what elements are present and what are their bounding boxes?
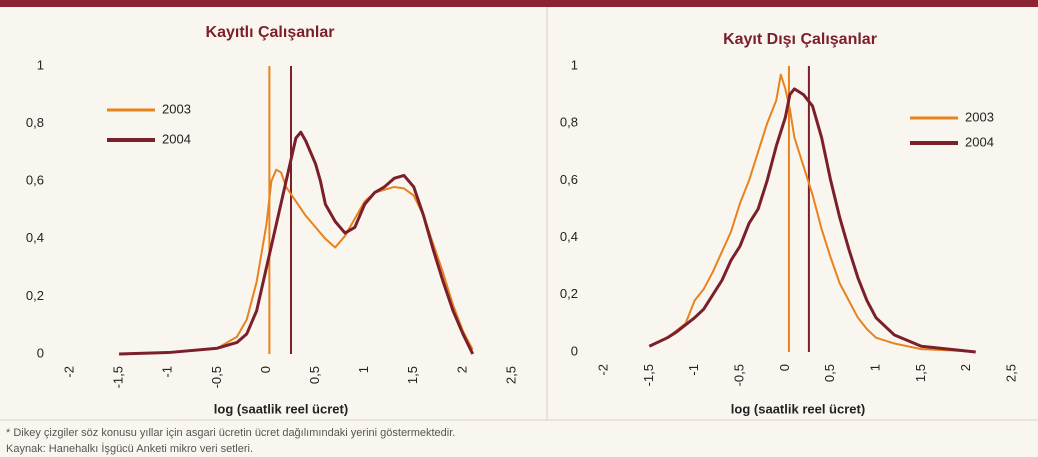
x-axis-label: log (saatlik reel ücret): [731, 401, 865, 416]
x-tick-label: 0: [777, 364, 792, 371]
x-tick-label: 2,5: [1003, 364, 1018, 382]
y-tick-label: 0,8: [26, 115, 44, 130]
x-tick-label: 1: [867, 364, 882, 371]
footnote: Kaynak: Hanehalkı İşgücü Anketi mikro ve…: [6, 442, 253, 455]
y-tick-label: 1: [37, 57, 44, 72]
density-line: [119, 168, 474, 355]
y-tick-label: 0,4: [26, 230, 44, 245]
x-tick-label: 2: [454, 366, 469, 373]
y-tick-label: 0,6: [560, 172, 578, 187]
legend-label: 2003: [965, 109, 994, 124]
y-tick-label: 0,8: [560, 115, 578, 130]
top-bar: [0, 0, 1038, 7]
legend-label: 2004: [162, 131, 191, 146]
x-tick-label: 1: [356, 366, 371, 373]
x-tick-label: -0,5: [209, 366, 224, 388]
y-tick-label: 0,2: [26, 288, 44, 303]
x-tick-label: 2,5: [503, 366, 518, 384]
y-tick-label: 0: [37, 345, 44, 360]
x-tick-label: -1: [686, 364, 701, 376]
x-tick-label: 1,5: [913, 364, 928, 382]
x-tick-label: -0,5: [731, 364, 746, 386]
chart-title: Kayıt Dışı Çalışanlar: [723, 31, 877, 48]
x-tick-label: -1,5: [111, 366, 126, 388]
x-tick-label: -2: [61, 366, 76, 378]
y-tick-label: 0,2: [560, 286, 578, 301]
x-tick-label: -2: [595, 364, 610, 376]
x-tick-label: -1: [160, 366, 175, 378]
footnote: * Dikey çizgiler söz konusu yıllar için …: [6, 427, 455, 439]
y-tick-label: 0,4: [560, 229, 578, 244]
x-tick-label: 0,5: [822, 364, 837, 382]
density-line: [648, 73, 967, 353]
density-line: [119, 130, 475, 356]
x-axis-label: log (saatlik reel ücret): [214, 401, 348, 416]
x-tick-label: 0: [258, 366, 273, 373]
legend-label: 2003: [162, 101, 191, 116]
y-tick-label: 0,6: [26, 173, 44, 188]
density-line: [648, 87, 976, 354]
y-tick-label: 0: [571, 343, 578, 358]
legend-label: 2004: [965, 134, 994, 149]
x-tick-label: 0,5: [307, 366, 322, 384]
x-tick-label: -1,5: [641, 364, 656, 386]
x-tick-label: 2: [958, 364, 973, 371]
chart-title: Kayıtlı Çalışanlar: [206, 24, 335, 41]
y-tick-label: 1: [571, 57, 578, 72]
x-tick-label: 1,5: [405, 366, 420, 384]
